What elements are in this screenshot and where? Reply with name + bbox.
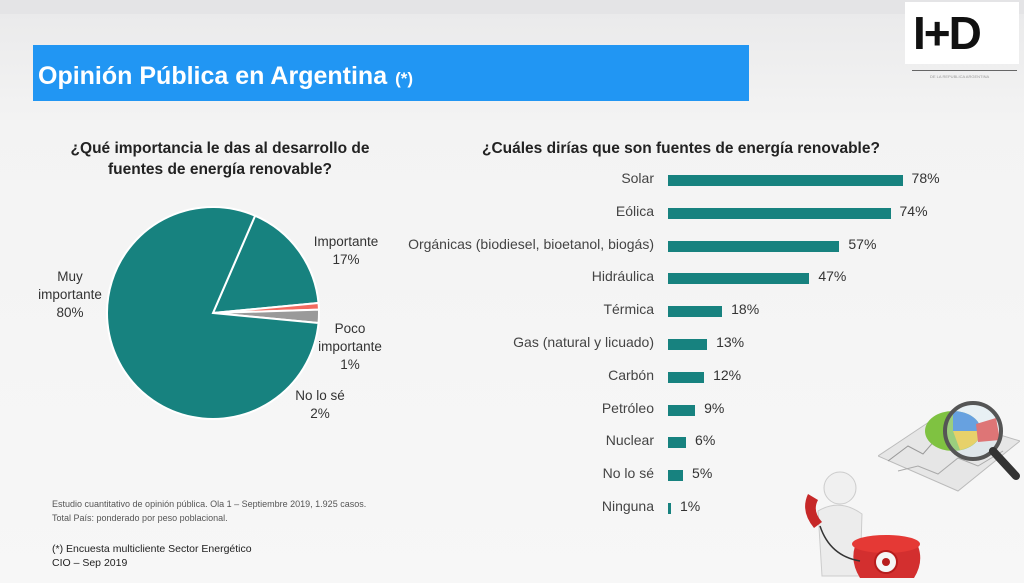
- bar-category-label: Hidráulica: [591, 268, 654, 285]
- title-banner: [33, 45, 749, 101]
- bar-mark: [668, 339, 708, 350]
- bar-category-label: Petróleo: [601, 399, 654, 416]
- pie-label-no-lo-se: No lo sé 2%: [280, 387, 360, 423]
- bar-category-label: Gas (natural y licuado): [513, 334, 654, 350]
- bar-category-label: No lo sé: [602, 465, 654, 482]
- slide-title: Opinión Pública en Argentina (*): [38, 62, 413, 91]
- bar-row-organicas-biodiesel-bioetanol-biogas: Orgánicas (biodiesel, bioetanol, biogás)…: [400, 234, 1020, 260]
- magnifier-chart-illustration: [878, 401, 1020, 492]
- pie-label-poco-line1: Poco: [334, 321, 366, 336]
- bar-value-label: 78%: [911, 170, 940, 186]
- footnote-line2: Total País: ponderado por peso poblacion…: [52, 513, 228, 523]
- bar-mark: [668, 240, 840, 252]
- bar-value-label: 47%: [818, 268, 847, 285]
- source-note: (*) Encuesta multicliente Sector Energét…: [52, 542, 252, 570]
- bar-row-carbon: Carbón 12%: [400, 365, 1020, 391]
- pie-label-muy-value: 80%: [56, 305, 84, 320]
- bar-row-petroleo: Petróleo 9%: [400, 398, 1020, 424]
- bar-value-label: 12%: [713, 366, 742, 383]
- bar-row-no-lo-se: No lo sé 5%: [400, 463, 1020, 489]
- pie-chart: [106, 206, 321, 420]
- bar-row-nuclear: Nuclear 6%: [400, 430, 1020, 456]
- logo: [905, 2, 1019, 64]
- logo-caption: DE LA REPUBLICA ARGENTINA: [930, 74, 990, 79]
- bar-mark: [668, 503, 671, 514]
- bar-value-label: 74%: [899, 202, 928, 219]
- bar-row-solar: Solar 78%: [400, 168, 1020, 194]
- bar-row-hidraulica: Hidráulica 47%: [400, 266, 1020, 292]
- title-mark: (*): [395, 69, 414, 88]
- pie-label-poco-line2: importante: [318, 339, 382, 354]
- bar-mark: [668, 207, 891, 219]
- pie-question-line2: fuentes de energía renovable?: [108, 161, 332, 178]
- pie-label-poco-value: 1%: [340, 357, 360, 372]
- pie-slice-importante: [211, 214, 320, 315]
- bar-category-label: Solar: [621, 170, 654, 186]
- bar-row-ninguna: Ninguna 1%: [400, 496, 1020, 522]
- bar-row-eolica: Eólica 74%: [400, 201, 1020, 227]
- bar-value-label: 13%: [716, 334, 745, 350]
- bar-value-label: 18%: [731, 301, 760, 318]
- pie-label-muy-line2: importante: [38, 287, 102, 302]
- bar-category-label: Térmica: [603, 301, 654, 318]
- bar-category-label: Carbón: [608, 366, 654, 383]
- pie-label-imp-line1: Importante: [313, 234, 379, 249]
- pie-label-muy-importante: Muy importante 80%: [30, 268, 110, 322]
- bar-question: ¿Cuáles dirías que son fuentes de energí…: [482, 140, 880, 157]
- pie-question: ¿Qué importancia le das al desarrollo de…: [55, 138, 385, 180]
- bar-mark: [668, 175, 903, 186]
- pie-label-importante: Importante 17%: [306, 233, 386, 269]
- bar-mark: [668, 273, 810, 285]
- source-line1: (*) Encuesta multicliente Sector Energét…: [52, 543, 252, 555]
- logo-divider: [912, 70, 1017, 71]
- bar-category-label: Eólica: [615, 202, 654, 219]
- pie-label-muy-line1: Muy: [57, 269, 83, 284]
- source-line2: CIO – Sep 2019: [52, 557, 128, 569]
- pie-question-line1: ¿Qué importancia le das al desarrollo de: [70, 140, 370, 157]
- top-bar: [0, 0, 1024, 14]
- bar-value-label: 9%: [704, 399, 725, 416]
- pie-label-poco-importante: Poco importante 1%: [310, 320, 390, 374]
- footnote-line1: Estudio cuantitativo de opinión pública.…: [52, 499, 367, 509]
- bar-value-label: 6%: [695, 432, 716, 449]
- bar-row-termica: Térmica 18%: [400, 299, 1020, 325]
- footnote: Estudio cuantitativo de opinión pública.…: [52, 497, 366, 525]
- pie-label-imp-value: 17%: [332, 252, 360, 267]
- bar-mark: [668, 470, 684, 482]
- bar-category-label: Orgánicas (biodiesel, bioetanol, biogás): [408, 235, 654, 252]
- pie-label-nose-value: 2%: [310, 406, 330, 421]
- bar-mark: [668, 437, 687, 449]
- bar-row-gas-natural-y-licuado: Gas (natural y licuado) 13%: [400, 332, 1020, 358]
- pie-slice-muy-importante: [106, 206, 320, 420]
- logo-text: I+D: [913, 7, 982, 59]
- telephone-figure-illustration: [805, 471, 921, 578]
- bar-category-label: Ninguna: [601, 498, 654, 514]
- bar-category-label: Nuclear: [605, 432, 654, 449]
- bar-value-label: 1%: [680, 498, 701, 514]
- bar-mark: [668, 404, 696, 416]
- bar-value-label: 57%: [848, 235, 877, 252]
- pie-label-nose-line1: No lo sé: [295, 388, 345, 403]
- bar-mark: [668, 306, 723, 318]
- title-text: Opinión Pública en Argentina: [38, 62, 388, 90]
- bar-value-label: 5%: [692, 465, 713, 482]
- bar-mark: [668, 371, 705, 383]
